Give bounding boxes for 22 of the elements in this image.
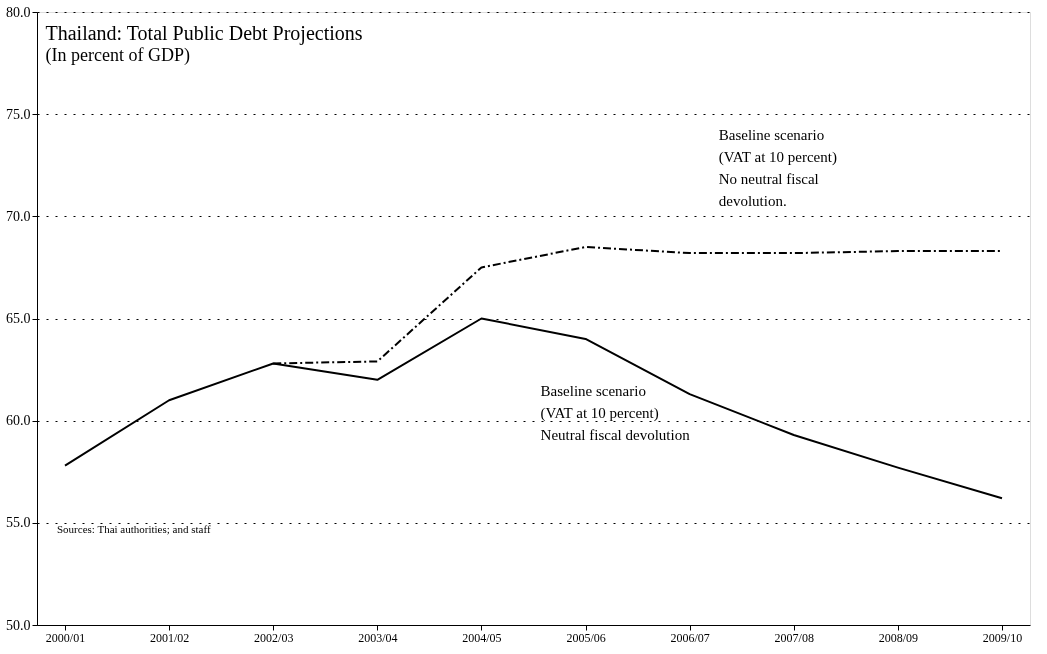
series-label: Baseline scenario (VAT at 10 percent) Neutral fiscal devolution: [540, 382, 691, 443]
y-tick-label: 50.0: [6, 617, 31, 633]
x-tick-label: 2002/03: [254, 630, 294, 645]
y-tick-label: 80.0: [6, 4, 31, 20]
x-tick-label: 2004/05: [462, 630, 502, 645]
x-tick-label: 2005/06: [566, 630, 606, 645]
x-tick-label: 2006/07: [670, 630, 710, 645]
text: Thailand: Total Public Debt Projections: [45, 22, 363, 45]
y-tick-label: 70.0: [6, 208, 31, 224]
y-tick-label: 55.0: [6, 515, 31, 531]
y-tick-label: 75.0: [6, 106, 31, 122]
text: Baseline scenario (VAT at 10 percent) No neutral fiscal devolution.: [718, 127, 837, 210]
text: (In percent of GDP): [45, 45, 190, 66]
y-tick-label: 65.0: [6, 311, 31, 326]
x-tick-label: 2000/01: [45, 630, 86, 645]
x-tick-label: 2003/04: [358, 630, 398, 645]
x-tick-label: 2001/02: [149, 630, 190, 645]
y-tick-label: 60.0: [6, 413, 31, 429]
x-tick-label: 2008/09: [878, 630, 919, 645]
x-tick-label: 2009/10: [982, 630, 1023, 645]
x-tick-label: 2007/08: [774, 630, 814, 645]
annotation: Sources: Thai authorities; and staff: [57, 523, 211, 535]
